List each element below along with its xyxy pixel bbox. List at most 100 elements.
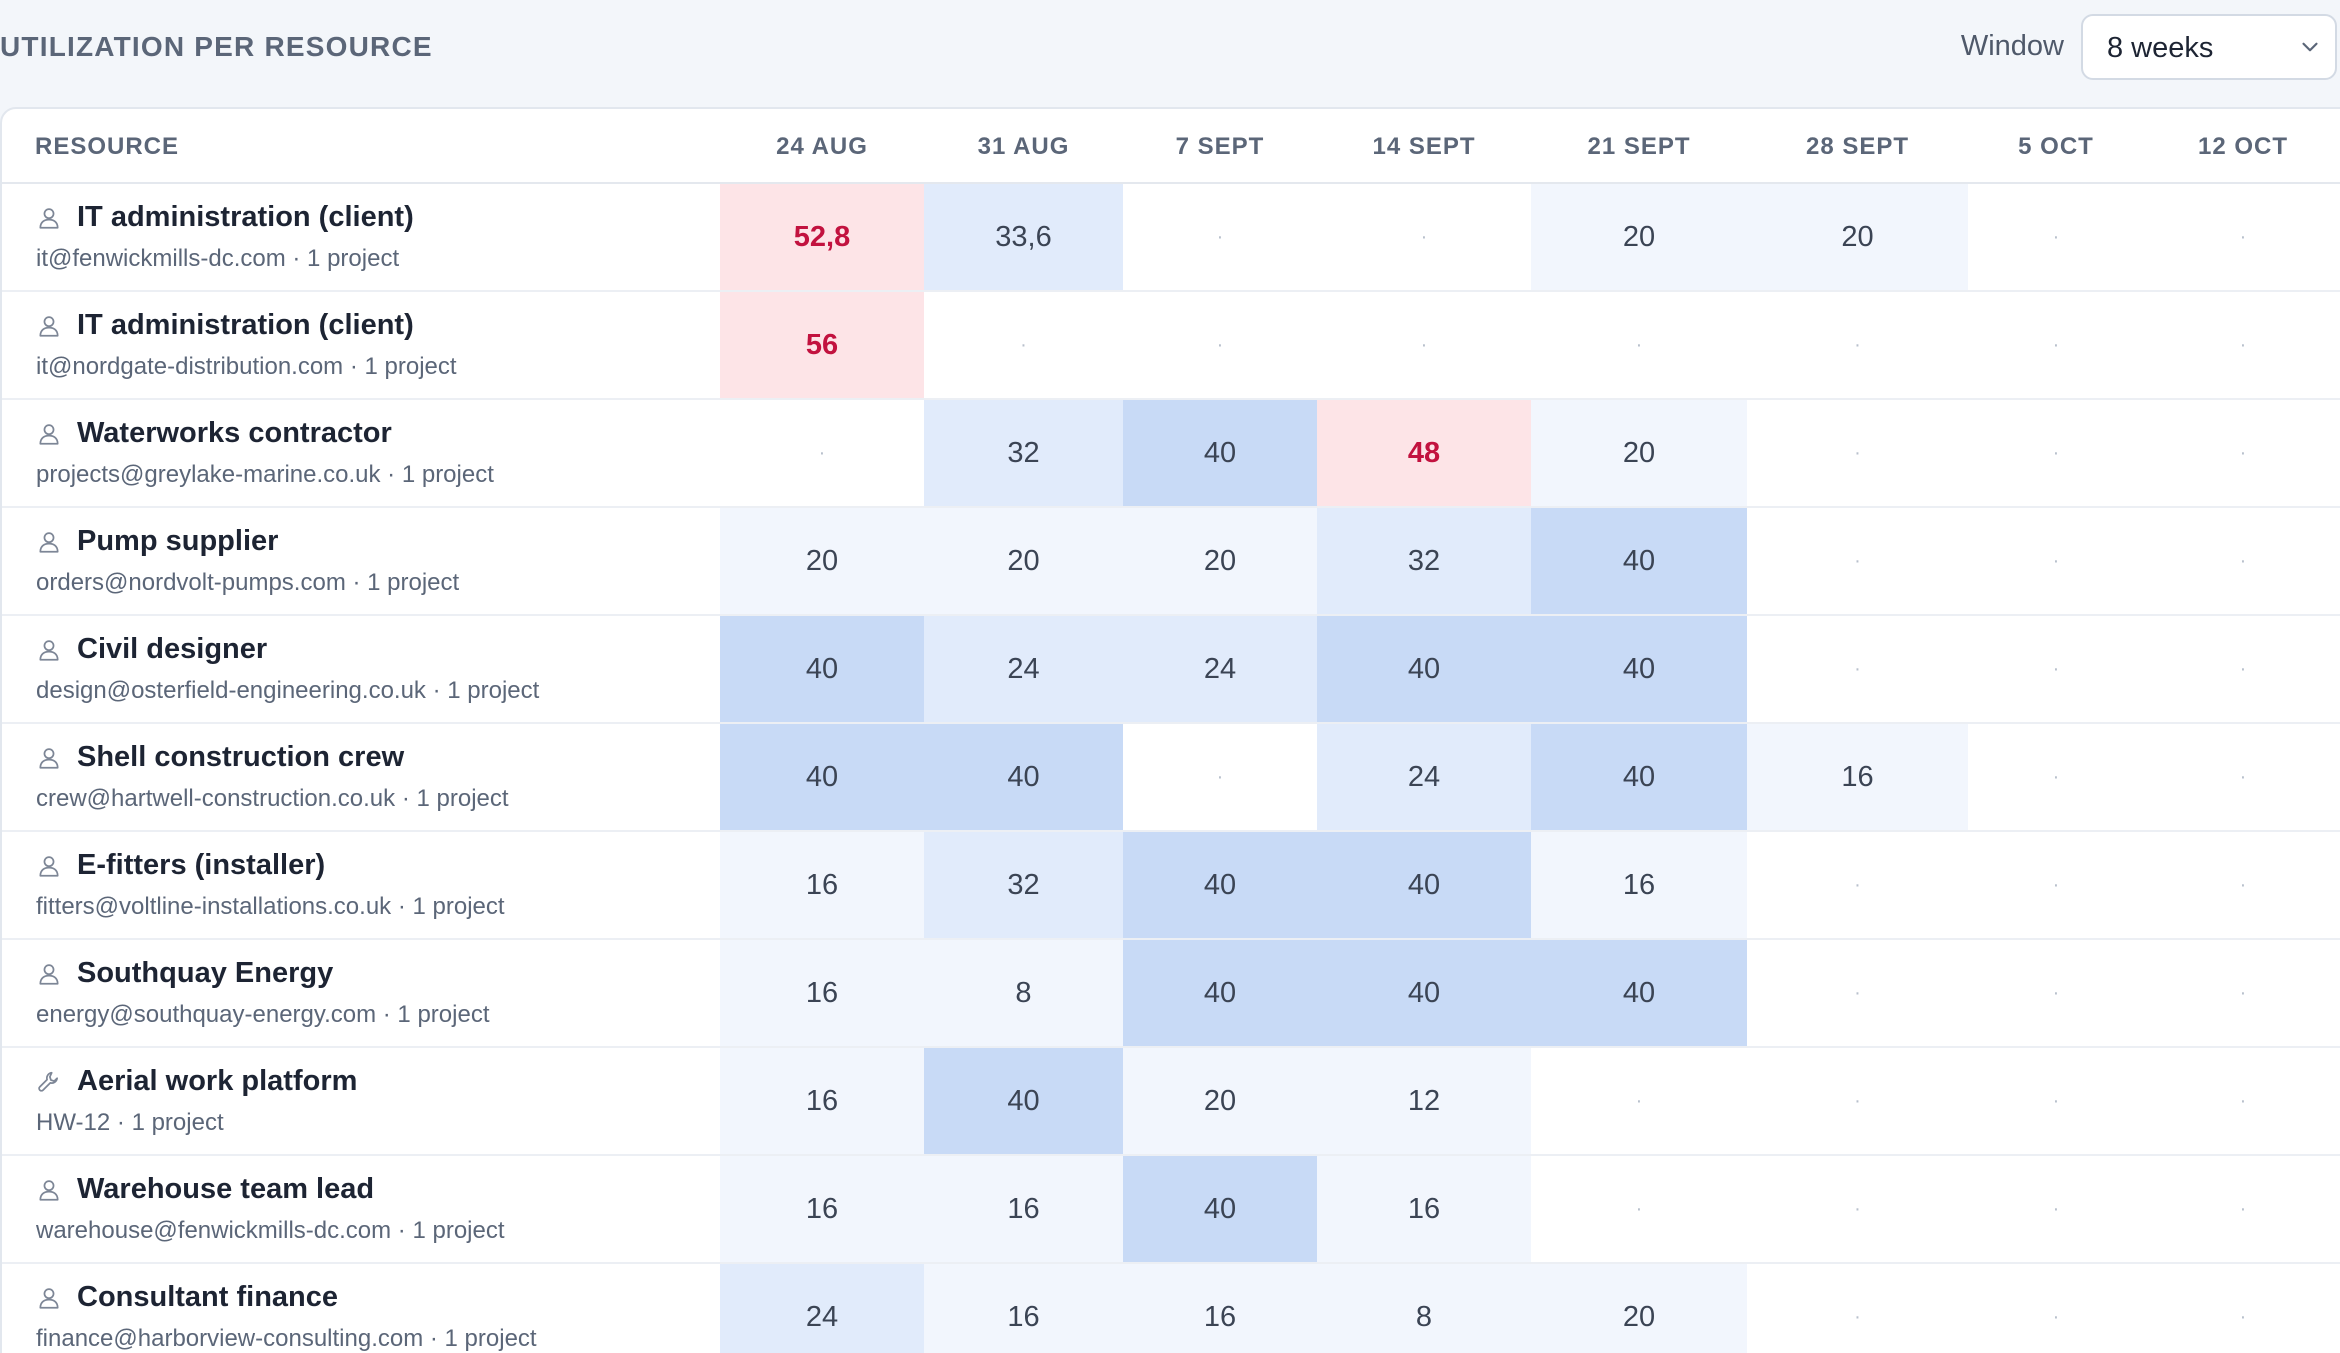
utilization-cell-empty[interactable]: · bbox=[1020, 333, 1027, 356]
utilization-cell[interactable]: 16 bbox=[720, 832, 924, 938]
utilization-cell-empty[interactable]: · bbox=[1854, 333, 1861, 356]
table-row[interactable]: Waterworks contractor projects@greylake-m… bbox=[2, 400, 2340, 508]
utilization-cell-empty[interactable]: · bbox=[2239, 1089, 2247, 1112]
resource-name[interactable]: IT administration (client) bbox=[77, 201, 414, 233]
utilization-cell-empty[interactable]: · bbox=[1216, 333, 1224, 356]
utilization-cell[interactable]: 16 bbox=[924, 1156, 1123, 1262]
utilization-cell-empty[interactable]: · bbox=[2052, 1197, 2060, 1220]
utilization-cell[interactable]: 32 bbox=[924, 400, 1123, 506]
utilization-cell[interactable]: 24 bbox=[720, 1264, 924, 1353]
utilization-cell[interactable]: 52,8 bbox=[720, 184, 924, 290]
utilization-cell[interactable]: 48 bbox=[1317, 400, 1531, 506]
utilization-cell[interactable]: 20 bbox=[1531, 184, 1747, 290]
utilization-cell[interactable]: 8 bbox=[924, 940, 1123, 1046]
utilization-cell[interactable]: 16 bbox=[924, 1264, 1123, 1353]
utilization-cell[interactable]: 20 bbox=[1531, 1264, 1747, 1353]
utilization-cell[interactable]: 24 bbox=[924, 616, 1123, 722]
resource-name[interactable]: Pump supplier bbox=[77, 525, 279, 557]
resource-name[interactable]: Civil designer bbox=[77, 633, 268, 665]
utilization-cell[interactable]: 16 bbox=[720, 940, 924, 1046]
utilization-cell[interactable]: 20 bbox=[720, 508, 924, 614]
utilization-cell[interactable]: 16 bbox=[1747, 724, 1968, 830]
utilization-cell-empty[interactable]: · bbox=[1420, 225, 1428, 248]
utilization-cell-empty[interactable]: · bbox=[2239, 873, 2247, 896]
utilization-cell-empty[interactable]: · bbox=[2239, 441, 2247, 464]
table-row[interactable]: Consultant finance finance@harborview-con… bbox=[2, 1264, 2340, 1353]
utilization-cell[interactable]: 24 bbox=[1317, 724, 1531, 830]
utilization-cell-empty[interactable]: · bbox=[2052, 1089, 2060, 1112]
resource-name[interactable]: Waterworks contractor bbox=[77, 417, 392, 449]
utilization-cell-empty[interactable]: · bbox=[818, 441, 826, 464]
utilization-cell-empty[interactable]: · bbox=[2052, 1305, 2060, 1328]
table-row[interactable]: E-fitters (installer) fitters@voltline-in… bbox=[2, 832, 2340, 940]
utilization-cell[interactable]: 40 bbox=[1531, 724, 1747, 830]
utilization-cell-empty[interactable]: · bbox=[2052, 981, 2060, 1004]
utilization-cell[interactable]: 16 bbox=[720, 1048, 924, 1154]
utilization-cell-empty[interactable]: · bbox=[1854, 1197, 1861, 1220]
table-row[interactable]: Pump supplier orders@nordvolt-pumps.com ·… bbox=[2, 508, 2340, 616]
utilization-cell[interactable]: 20 bbox=[1123, 508, 1317, 614]
resource-name[interactable]: Shell construction crew bbox=[77, 741, 405, 773]
utilization-cell[interactable]: 32 bbox=[924, 832, 1123, 938]
utilization-cell[interactable]: 16 bbox=[1317, 1156, 1531, 1262]
utilization-cell-empty[interactable]: · bbox=[2239, 1197, 2247, 1220]
utilization-cell[interactable]: 40 bbox=[720, 616, 924, 722]
utilization-cell-empty[interactable]: · bbox=[1854, 873, 1861, 896]
utilization-cell[interactable]: 16 bbox=[720, 1156, 924, 1262]
utilization-cell-empty[interactable]: · bbox=[1854, 657, 1861, 680]
utilization-cell[interactable]: 40 bbox=[924, 724, 1123, 830]
utilization-cell[interactable]: 40 bbox=[924, 1048, 1123, 1154]
utilization-cell-empty[interactable]: · bbox=[2239, 1305, 2247, 1328]
utilization-cell-empty[interactable]: · bbox=[2239, 225, 2247, 248]
utilization-cell[interactable]: 24 bbox=[1123, 616, 1317, 722]
utilization-cell-empty[interactable]: · bbox=[1635, 1197, 1643, 1220]
utilization-cell-empty[interactable]: · bbox=[2239, 981, 2247, 1004]
table-row[interactable]: Civil designer design@osterfield-engineer… bbox=[2, 616, 2340, 724]
utilization-cell[interactable]: 40 bbox=[1317, 616, 1531, 722]
utilization-cell[interactable]: 40 bbox=[720, 724, 924, 830]
resource-name[interactable]: IT administration (client) bbox=[77, 309, 414, 341]
utilization-cell[interactable]: 40 bbox=[1123, 940, 1317, 1046]
utilization-cell-empty[interactable]: · bbox=[2239, 549, 2247, 572]
resource-name[interactable]: E-fitters (installer) bbox=[77, 849, 326, 881]
utilization-cell[interactable]: 20 bbox=[924, 508, 1123, 614]
table-row[interactable]: Aerial work platform HW-12 · 1 project 16 4… bbox=[2, 1048, 2340, 1156]
utilization-cell[interactable]: 32 bbox=[1317, 508, 1531, 614]
table-row[interactable]: IT administration (client) it@nordgate-di… bbox=[2, 292, 2340, 400]
utilization-cell[interactable]: 16 bbox=[1123, 1264, 1317, 1353]
utilization-cell-empty[interactable]: · bbox=[1854, 1305, 1861, 1328]
utilization-cell-empty[interactable]: · bbox=[1216, 765, 1224, 788]
resource-name[interactable]: Southquay Energy bbox=[77, 957, 334, 989]
utilization-cell-empty[interactable]: · bbox=[2239, 657, 2247, 680]
utilization-cell-empty[interactable]: · bbox=[1635, 333, 1643, 356]
utilization-cell-empty[interactable]: · bbox=[2052, 333, 2060, 356]
utilization-cell[interactable]: 33,6 bbox=[924, 184, 1123, 290]
utilization-cell[interactable]: 40 bbox=[1317, 832, 1531, 938]
table-row[interactable]: IT administration (client) it@fenwickmill… bbox=[2, 184, 2340, 292]
utilization-cell-empty[interactable]: · bbox=[1854, 1089, 1861, 1112]
utilization-cell[interactable]: 40 bbox=[1123, 832, 1317, 938]
utilization-cell[interactable]: 40 bbox=[1123, 1156, 1317, 1262]
table-row[interactable]: Warehouse team lead warehouse@fenwickmill… bbox=[2, 1156, 2340, 1264]
resource-name[interactable]: Aerial work platform bbox=[77, 1065, 358, 1097]
utilization-cell[interactable]: 40 bbox=[1317, 940, 1531, 1046]
utilization-cell-empty[interactable]: · bbox=[2052, 441, 2060, 464]
resource-name[interactable]: Consultant finance bbox=[77, 1281, 339, 1313]
utilization-cell[interactable]: 40 bbox=[1531, 508, 1747, 614]
utilization-cell-empty[interactable]: · bbox=[2052, 657, 2060, 680]
table-row[interactable]: Shell construction crew crew@hartwell-con… bbox=[2, 724, 2340, 832]
utilization-cell-empty[interactable]: · bbox=[2052, 225, 2060, 248]
utilization-cell[interactable]: 20 bbox=[1747, 184, 1968, 290]
utilization-cell-empty[interactable]: · bbox=[1854, 441, 1861, 464]
utilization-cell[interactable]: 20 bbox=[1123, 1048, 1317, 1154]
table-row[interactable]: Southquay Energy energy@southquay-energy.… bbox=[2, 940, 2340, 1048]
utilization-cell-empty[interactable]: · bbox=[1216, 225, 1224, 248]
utilization-cell[interactable]: 40 bbox=[1123, 400, 1317, 506]
utilization-cell-empty[interactable]: · bbox=[2052, 765, 2060, 788]
utilization-cell-empty[interactable]: · bbox=[2052, 873, 2060, 896]
utilization-cell-empty[interactable]: · bbox=[1420, 333, 1428, 356]
utilization-cell[interactable]: 16 bbox=[1531, 832, 1747, 938]
utilization-cell-empty[interactable]: · bbox=[2239, 333, 2247, 356]
window-select[interactable]: 8 weeks bbox=[2081, 14, 2337, 80]
utilization-cell-empty[interactable]: · bbox=[1635, 1089, 1643, 1112]
